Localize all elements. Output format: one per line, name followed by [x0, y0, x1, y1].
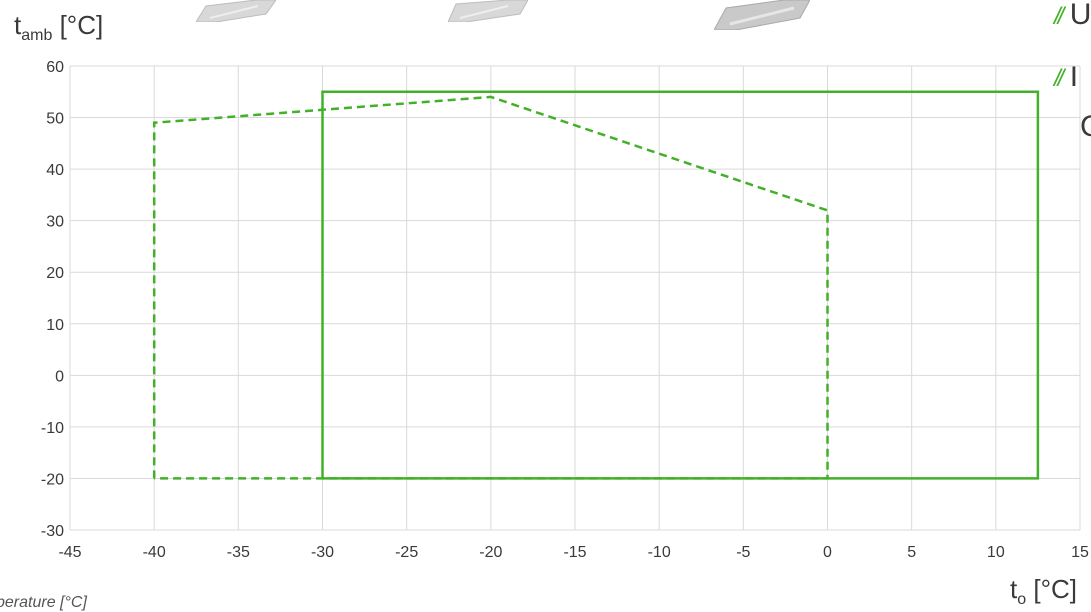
series-line-solid [321, 90, 1040, 480]
y-tick-label: 50 [46, 111, 64, 128]
slash-bullet-icon: // [1054, 3, 1064, 30]
product-image-2 [448, 0, 528, 22]
product-image-3 [714, 0, 810, 30]
x-tick-label: -40 [143, 544, 166, 561]
y-tick-label: 20 [46, 265, 64, 282]
x-tick-label: -30 [311, 544, 334, 561]
bullet-2: // I [1054, 60, 1079, 93]
y-tick-label: 30 [46, 214, 64, 231]
slash-bullet-icon: // [1054, 65, 1064, 92]
bullet-1: // U [1054, 0, 1091, 31]
x-tick-label: -15 [563, 544, 586, 561]
x-tick-label: 10 [987, 544, 1005, 561]
x-tick-label: -10 [648, 544, 671, 561]
y-tick-label: 0 [55, 368, 64, 385]
x-tick-label: 15 [1071, 544, 1089, 561]
y-tick-label: 60 [46, 59, 64, 76]
x-tick-label: -35 [227, 544, 250, 561]
x-tick-label: -20 [479, 544, 502, 561]
x-tick-label: -45 [58, 544, 81, 561]
y-tick-label: 10 [46, 317, 64, 334]
y-tick-label: 40 [46, 162, 64, 179]
x-tick-label: 0 [823, 544, 832, 561]
bullet-2-continuation: C [1080, 110, 1091, 143]
x-tick-label: -25 [395, 544, 418, 561]
y-tick-label: -20 [41, 471, 64, 488]
x-axis-title: to [°C] [1010, 574, 1077, 608]
footnote: perature [°C] [0, 594, 87, 611]
product-image-1 [196, 0, 276, 22]
y-tick-label: -10 [41, 420, 64, 437]
y-tick-label: -30 [41, 523, 64, 540]
x-tick-label: 5 [907, 544, 916, 561]
x-tick-label: -5 [736, 544, 750, 561]
y-axis-title: tamb [°C] [14, 10, 104, 44]
